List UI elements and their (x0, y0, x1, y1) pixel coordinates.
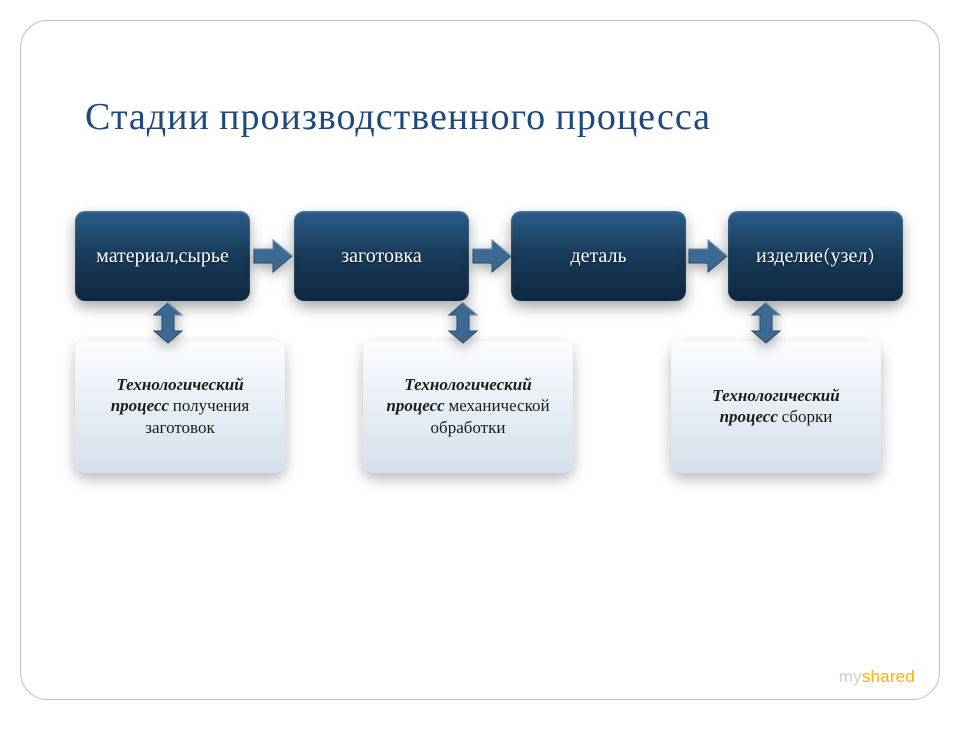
arrow-updown-icon (746, 301, 786, 345)
process-box-1: Технологический процесс механической обр… (363, 341, 573, 473)
arrow-updown-icon (443, 301, 483, 345)
slide-title: Стадии производственного процесса (85, 95, 711, 139)
stage-box-3: изделие(узел) (728, 211, 903, 301)
process-box-2: Технологический процесс сборки (671, 341, 881, 473)
arrow-right-icon (686, 234, 730, 278)
slide-frame: Стадии производственного процесса матери… (20, 20, 940, 700)
process-box-0: Технологический процесс получения загото… (75, 341, 285, 473)
arrow-right-icon (470, 234, 514, 278)
watermark-pre: my (839, 667, 862, 686)
stage-box-0: материал,сырье (75, 211, 250, 301)
watermark: myshared (839, 667, 915, 687)
watermark-accent: shared (862, 667, 915, 686)
arrow-right-icon (251, 234, 295, 278)
arrow-updown-icon (148, 301, 188, 345)
stage-box-1: заготовка (294, 211, 469, 301)
stage-box-2: деталь (511, 211, 686, 301)
